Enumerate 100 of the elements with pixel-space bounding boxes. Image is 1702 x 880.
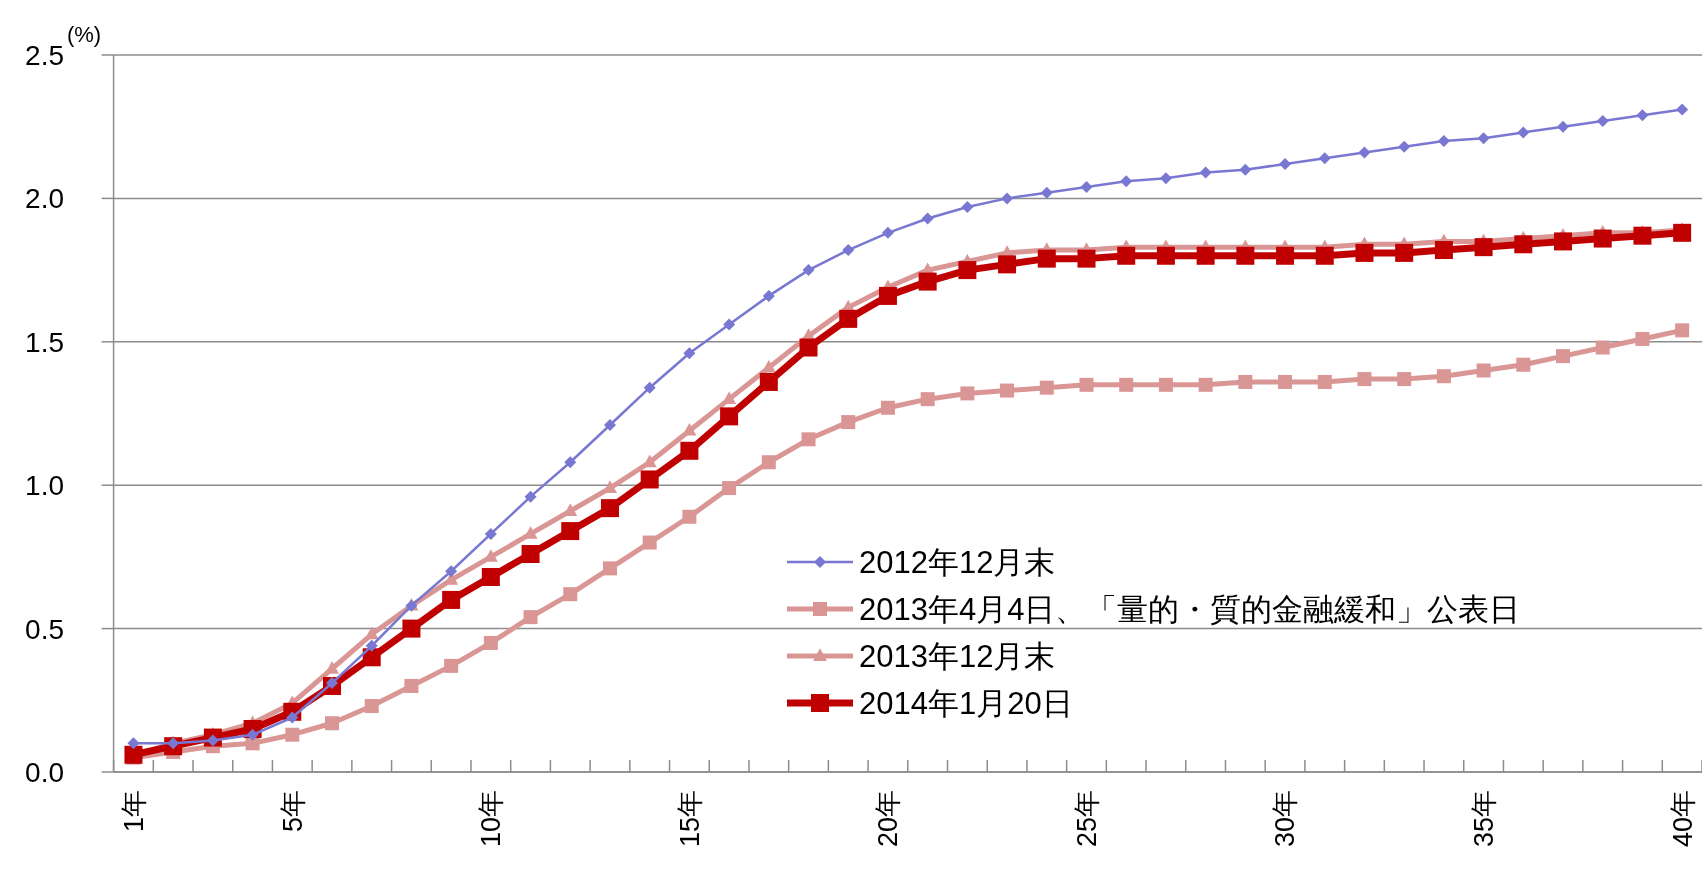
y-tick-label: 1.0	[25, 470, 64, 502]
point	[364, 626, 379, 640]
point	[1514, 235, 1533, 254]
point	[1357, 372, 1372, 387]
point	[1156, 246, 1175, 265]
point	[998, 255, 1017, 274]
point	[921, 212, 934, 225]
point	[1159, 172, 1172, 185]
point	[1636, 109, 1649, 122]
point	[364, 699, 379, 714]
point	[365, 639, 378, 652]
point	[1474, 238, 1493, 257]
point	[1476, 363, 1491, 378]
point	[1278, 374, 1293, 389]
point	[1317, 374, 1332, 389]
point	[1358, 146, 1371, 159]
point	[762, 289, 775, 302]
point	[640, 470, 659, 489]
x-tick-label: 40年	[1667, 790, 1698, 848]
point	[680, 441, 699, 460]
point	[878, 286, 897, 305]
point	[1239, 163, 1252, 176]
point	[722, 481, 737, 496]
x-tick-label: 25年	[1071, 790, 1102, 848]
point	[442, 590, 461, 609]
point	[1477, 132, 1490, 145]
point	[325, 661, 340, 674]
point	[124, 745, 143, 764]
point	[603, 418, 616, 431]
y-tick-label: 2.5	[25, 40, 64, 71]
y-tick-label: 0.0	[25, 757, 64, 788]
point	[1436, 369, 1451, 384]
point	[1516, 357, 1531, 372]
point	[1039, 380, 1054, 395]
point	[1517, 126, 1530, 139]
point	[521, 545, 540, 564]
point	[127, 737, 140, 750]
point	[881, 226, 894, 239]
legend-label: 2013年4月4日、「量的・質的金融緩和」公表日	[859, 592, 1521, 627]
point	[481, 567, 500, 586]
point	[1395, 243, 1414, 262]
point	[1117, 246, 1136, 265]
point	[1556, 349, 1571, 364]
point	[1315, 246, 1334, 265]
point	[961, 201, 974, 213]
legend-label: 2012年12月末	[859, 545, 1056, 580]
point	[683, 347, 696, 360]
point	[1276, 246, 1295, 265]
point	[839, 309, 858, 328]
point	[723, 318, 736, 331]
x-tick-label: 5年	[277, 790, 308, 833]
x-tick-label: 10年	[476, 790, 507, 848]
point	[642, 535, 657, 550]
point	[920, 392, 935, 407]
point	[1158, 377, 1173, 392]
point	[404, 678, 419, 693]
point	[722, 391, 737, 405]
y-axis-title: (%)	[66, 22, 102, 47]
x-tick-label: 30年	[1270, 790, 1301, 848]
point	[1080, 180, 1093, 193]
point	[1673, 223, 1692, 242]
point	[1675, 323, 1690, 338]
point	[682, 509, 697, 524]
point	[564, 456, 577, 469]
point	[561, 522, 580, 541]
point	[799, 338, 818, 357]
point	[1595, 340, 1610, 355]
point	[1593, 229, 1612, 248]
point	[1554, 232, 1573, 251]
point	[1676, 103, 1689, 116]
y-tick-label: 1.5	[25, 326, 64, 358]
point	[960, 386, 975, 401]
point	[1001, 192, 1014, 205]
point	[1040, 186, 1053, 199]
point	[761, 455, 776, 470]
point	[759, 372, 778, 391]
point	[445, 565, 458, 578]
x-tick-label: 35年	[1469, 790, 1500, 848]
point	[1635, 331, 1650, 346]
point	[1398, 140, 1411, 153]
point	[524, 490, 537, 503]
x-tick-label: 20年	[873, 790, 904, 848]
point	[1397, 372, 1412, 387]
point	[402, 619, 421, 638]
point	[563, 587, 578, 602]
point	[1079, 377, 1094, 392]
point	[1198, 377, 1213, 392]
point	[1238, 374, 1253, 389]
point	[1355, 243, 1374, 262]
point	[325, 716, 340, 731]
point	[1557, 120, 1570, 133]
point	[1000, 383, 1015, 398]
point	[1037, 249, 1056, 268]
point	[1318, 152, 1331, 165]
point	[285, 727, 300, 742]
point	[1199, 166, 1212, 179]
point	[444, 658, 459, 673]
point	[484, 527, 497, 540]
point	[1119, 377, 1134, 392]
point	[1596, 114, 1609, 127]
